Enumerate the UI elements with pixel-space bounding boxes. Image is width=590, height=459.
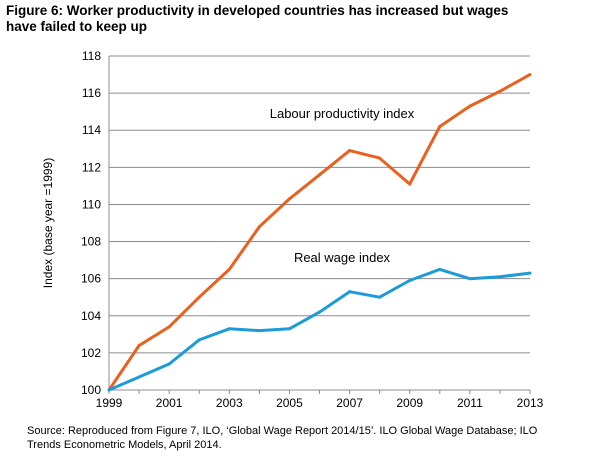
source-line-1: Source: Reproduced from Figure 7, ILO, ‘… (27, 425, 538, 437)
series-lines (107, 73, 532, 392)
data-point (318, 173, 321, 177)
data-point (318, 310, 321, 314)
data-point (528, 73, 532, 77)
data-point (197, 295, 201, 299)
data-point (167, 362, 171, 366)
data-point (167, 325, 171, 329)
data-point (137, 375, 141, 379)
data-point (227, 327, 231, 331)
y-tick-label: 118 (82, 49, 101, 63)
y-tick-label: 106 (81, 272, 101, 286)
y-tick-label: 102 (81, 346, 101, 360)
data-point (257, 329, 261, 333)
line-chart: 100 102 104 106 108 110 112 114 116 118 1999 2001 2… (41, 49, 544, 410)
data-point (408, 279, 412, 283)
data-point (227, 267, 231, 271)
series-label: Labour productivity index (270, 106, 415, 121)
y-tick-label: 110 (82, 197, 101, 211)
x-tick-label: 2003 (216, 396, 243, 410)
data-point (137, 343, 141, 347)
data-point (528, 271, 532, 275)
x-tick-labels: 1999 2001 2003 2005 2007 2009 2011 2013 (96, 396, 544, 410)
data-point (257, 225, 261, 229)
x-tick-label: 2013 (517, 396, 544, 410)
x-tick-label: 2005 (276, 396, 303, 410)
figure-title-line-2: have failed to keep up (6, 19, 148, 34)
x-tick-label: 2009 (396, 396, 423, 410)
data-point (197, 338, 201, 342)
y-tick-label: 112 (82, 160, 101, 174)
y-tick-label: 104 (81, 309, 101, 323)
data-point (348, 290, 352, 294)
y-tick-label: 116 (82, 86, 101, 100)
data-point (408, 182, 412, 186)
source-note: Source: Reproduced from Figure 7, ILO, ‘… (27, 424, 587, 452)
x-tick-label: 1999 (96, 396, 123, 410)
data-point (498, 275, 502, 279)
data-point (107, 388, 111, 392)
data-point (438, 267, 442, 271)
data-point (378, 295, 382, 299)
x-tick-label: 2007 (336, 396, 363, 410)
y-tick-label: 108 (81, 235, 101, 249)
data-point (438, 125, 442, 129)
data-point (468, 104, 472, 108)
data-point (287, 327, 291, 331)
series-line-1 (108, 267, 531, 392)
x-tick-label: 2001 (156, 396, 183, 410)
series-label: Real wage index (294, 250, 391, 265)
y-axis-title: Index (base year =1999) (41, 158, 55, 288)
data-point (287, 197, 291, 201)
gridlines (109, 55, 530, 354)
x-tick-label: 2011 (457, 396, 483, 410)
y-tick-label: 114 (82, 123, 101, 137)
data-point (348, 149, 352, 153)
data-point (498, 89, 502, 93)
y-tick-label: 100 (81, 383, 101, 397)
data-point (468, 277, 472, 281)
data-point (378, 156, 382, 160)
series-labels: Labour productivity index Real wage index (270, 106, 415, 265)
axes (108, 56, 531, 394)
source-line-2: Trends Econometric Models, April 2014. (27, 439, 222, 451)
y-tick-labels: 100 102 104 106 108 110 112 114 116 118 (81, 49, 101, 397)
figure-title: Figure 6: Worker productivity in develop… (6, 3, 584, 35)
figure-title-line-1: Figure 6: Worker productivity in develop… (6, 3, 509, 18)
series-line-0 (107, 73, 531, 391)
